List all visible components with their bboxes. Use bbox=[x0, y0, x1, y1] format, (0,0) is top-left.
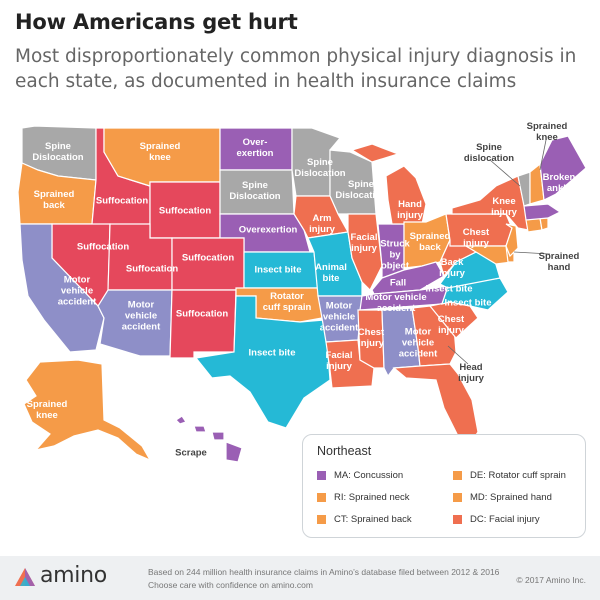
amino-logo-icon bbox=[15, 568, 35, 586]
legend-swatch bbox=[453, 471, 462, 480]
callout-lines bbox=[447, 139, 551, 365]
legend-swatch bbox=[317, 471, 326, 480]
legend-label: MA: Concussion bbox=[334, 470, 404, 481]
state-mt bbox=[103, 127, 221, 187]
legend-label: MD: Sprained hand bbox=[470, 492, 552, 503]
state-pa bbox=[445, 213, 513, 247]
state-md bbox=[463, 245, 513, 265]
page-title: How Americans get hurt bbox=[15, 10, 298, 34]
state-nm bbox=[169, 289, 237, 359]
legend-swatch bbox=[317, 493, 326, 502]
state-ar bbox=[317, 295, 363, 343]
legend-item-md: MD: Sprained hand bbox=[453, 492, 552, 503]
legend-label: DE: Rotator cuff sprain bbox=[470, 470, 566, 481]
state-az bbox=[97, 289, 173, 357]
legend-label: DC: Facial injury bbox=[470, 514, 540, 525]
state-ca bbox=[19, 223, 105, 353]
state-ks bbox=[243, 251, 319, 289]
state-sd bbox=[219, 169, 295, 215]
state-hi bbox=[175, 415, 243, 463]
legend-item-de: DE: Rotator cuff sprain bbox=[453, 470, 566, 481]
state-ak bbox=[23, 359, 152, 462]
state-wy bbox=[149, 181, 221, 239]
state-in bbox=[377, 223, 405, 279]
legend-swatch bbox=[453, 493, 462, 502]
footer-tagline[interactable]: Choose care with confidence on amino.com bbox=[148, 580, 313, 590]
page-subtitle: Most disproportionately common physical … bbox=[15, 46, 577, 92]
legend-item-ct: CT: Sprained back bbox=[317, 514, 412, 525]
footer: amino Based on 244 million health insura… bbox=[0, 556, 600, 600]
legend-item-dc: DC: Facial injury bbox=[453, 514, 540, 525]
state-fl bbox=[392, 363, 479, 445]
amino-logo-text: amino bbox=[40, 563, 107, 588]
legend-swatch bbox=[317, 515, 326, 524]
us-map bbox=[17, 125, 587, 463]
state-la bbox=[325, 339, 375, 389]
state-ms bbox=[357, 309, 385, 369]
state-ma bbox=[523, 203, 562, 221]
legend-swatch bbox=[453, 515, 462, 524]
legend-label: CT: Sprained back bbox=[334, 514, 412, 525]
state-tx bbox=[194, 295, 331, 429]
state-co bbox=[171, 237, 245, 291]
state-nd bbox=[219, 127, 293, 171]
northeast-legend: Northeast MA: Concussion DE: Rotator cuf… bbox=[302, 434, 586, 538]
state-il bbox=[347, 213, 383, 292]
legend-item-ma: MA: Concussion bbox=[317, 470, 403, 481]
copyright: © 2017 Amino Inc. bbox=[516, 575, 586, 585]
state-me bbox=[539, 135, 587, 201]
legend-title: Northeast bbox=[317, 444, 372, 458]
state-ri bbox=[539, 217, 549, 231]
legend-label: RI: Sprained neck bbox=[334, 492, 410, 503]
state-mi bbox=[350, 143, 427, 225]
legend-item-ri: RI: Sprained neck bbox=[317, 492, 410, 503]
footer-source-note: Based on 244 million health insurance cl… bbox=[148, 567, 500, 577]
